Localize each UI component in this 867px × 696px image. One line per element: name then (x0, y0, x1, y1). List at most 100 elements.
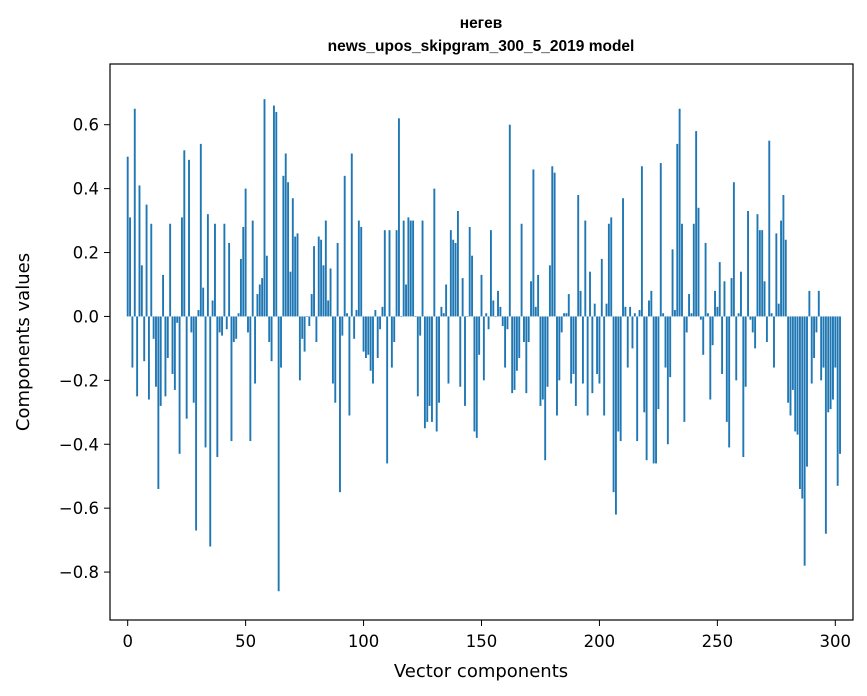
bar (695, 131, 698, 317)
bar (372, 316, 374, 384)
bar (527, 316, 530, 342)
bar (787, 316, 790, 403)
bar (548, 265, 551, 317)
bar (390, 316, 393, 368)
bar (740, 271, 742, 317)
bar (791, 316, 794, 390)
bar (551, 166, 554, 317)
bar (461, 278, 464, 317)
bar (173, 316, 176, 390)
bar (435, 316, 438, 432)
bar (586, 316, 589, 416)
bar (388, 230, 391, 317)
bar (138, 185, 141, 317)
bar (353, 316, 356, 339)
bar (624, 306, 627, 317)
bar (471, 255, 474, 317)
x-tick-label: 50 (235, 632, 256, 651)
bar (631, 316, 634, 349)
bar (511, 316, 514, 394)
bar (393, 316, 396, 342)
bar (612, 316, 615, 493)
bar (423, 316, 426, 429)
bar (303, 316, 306, 352)
y-tick-label: −0.4 (59, 435, 99, 454)
y-tick-label: −0.8 (59, 563, 99, 582)
bars (126, 99, 841, 592)
bar (681, 223, 683, 317)
bar (770, 313, 773, 317)
bar (320, 239, 323, 317)
bar (652, 316, 655, 464)
bar (645, 316, 648, 461)
bar (523, 316, 525, 342)
bar (202, 287, 205, 317)
bar (553, 172, 556, 317)
bar (662, 313, 665, 317)
bar (277, 316, 280, 592)
bar (718, 262, 721, 317)
bar (426, 316, 429, 422)
bar (343, 175, 346, 317)
bar (152, 316, 155, 339)
bar (350, 153, 353, 317)
bar (626, 316, 629, 368)
bar (629, 306, 632, 317)
bar (803, 316, 806, 566)
bar (376, 316, 379, 358)
bar (242, 226, 245, 317)
bar (284, 153, 287, 317)
bar (478, 316, 481, 355)
bar (617, 316, 620, 432)
bar (716, 306, 719, 317)
bar (570, 316, 573, 384)
bar (808, 290, 811, 317)
bar (577, 195, 580, 317)
bar (520, 223, 523, 317)
bar (813, 316, 816, 358)
bar (499, 306, 502, 317)
bar (232, 316, 235, 342)
bar (221, 316, 223, 336)
bar (355, 310, 358, 317)
bar (362, 316, 365, 352)
bar (605, 303, 608, 317)
bar (206, 214, 209, 317)
bar (492, 300, 495, 317)
bar (317, 236, 320, 317)
bar (655, 316, 657, 464)
bar (131, 316, 134, 368)
bar (501, 316, 504, 327)
bar (216, 316, 219, 458)
bar (270, 316, 273, 362)
bar (159, 316, 162, 406)
bar (758, 230, 761, 317)
bar (480, 274, 483, 317)
bar (381, 306, 384, 317)
bar (249, 316, 252, 442)
bar (669, 316, 672, 378)
bar (782, 195, 785, 317)
bar (313, 246, 315, 317)
bar (287, 182, 290, 317)
bar (414, 316, 417, 318)
bar (798, 316, 801, 489)
bar (544, 316, 547, 461)
bar (678, 108, 681, 317)
bar (539, 316, 542, 406)
bar (515, 316, 518, 371)
bar (398, 118, 400, 317)
bar (230, 316, 233, 442)
bar (699, 316, 702, 320)
bar (315, 316, 318, 342)
bar (247, 316, 249, 333)
bar (737, 313, 740, 317)
bar (157, 316, 160, 489)
bar (638, 310, 641, 317)
bar (407, 217, 410, 317)
y-tick-label: −0.6 (59, 499, 99, 518)
bar (725, 316, 728, 422)
bar (367, 316, 370, 355)
bar (685, 316, 688, 333)
